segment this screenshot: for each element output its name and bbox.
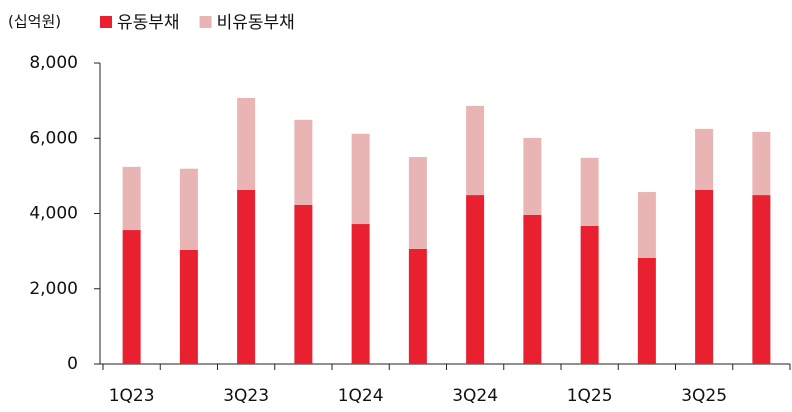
x-tick-label: 1Q25 (567, 386, 613, 406)
bar-segment (351, 133, 370, 225)
bar-segment (637, 192, 656, 258)
legend-swatch (199, 16, 212, 28)
x-tick-label: 3Q23 (223, 386, 269, 406)
legend-label: 유동부채 (117, 13, 180, 33)
bar-segment (351, 224, 370, 364)
bar-segment (294, 204, 313, 364)
bar-segment (523, 137, 542, 216)
bar-segment (408, 157, 427, 249)
legend-swatch (100, 16, 112, 28)
bar-segment (179, 168, 198, 250)
bar-segment (237, 97, 256, 190)
y-tick-label: 8,000 (29, 53, 78, 73)
y-tick-label: 6,000 (29, 128, 78, 148)
bar-segment (122, 230, 141, 364)
bar-segment (580, 157, 599, 226)
x-tick-label: 1Q24 (338, 386, 384, 406)
bar-segment (523, 215, 542, 364)
bar-segment (294, 119, 313, 205)
bar-segment (637, 257, 656, 364)
legend-label: 비유동부채 (217, 13, 295, 33)
bar-segment (580, 225, 599, 364)
x-tick-label: 1Q23 (109, 386, 155, 406)
bar-segment (466, 195, 485, 364)
x-tick-label: 3Q25 (681, 386, 727, 406)
bar-segment (179, 249, 198, 364)
bar-segment (122, 166, 141, 231)
x-tick-label: 3Q24 (452, 386, 498, 406)
bar-segment (408, 248, 427, 364)
y-tick-label: 2,000 (29, 279, 78, 299)
y-tick-label: 0 (67, 354, 78, 374)
bar-segment (237, 189, 256, 364)
bar-segment (466, 105, 485, 196)
y-tick-label: 4,000 (29, 204, 78, 224)
bar-segment (695, 189, 714, 364)
bar-segment (695, 128, 714, 190)
bar-segment (752, 131, 771, 196)
bar-segment (752, 195, 771, 364)
unit-label: (십억원) (8, 13, 61, 31)
